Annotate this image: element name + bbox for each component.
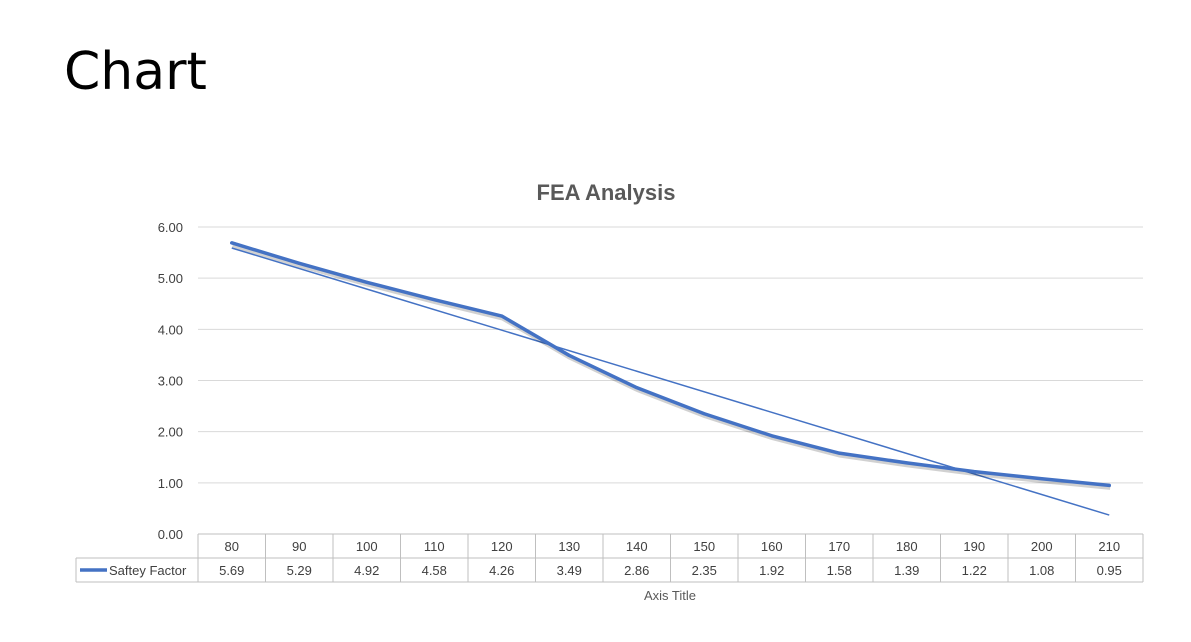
data-point (365, 280, 369, 284)
x-category-label: 130 (558, 539, 580, 554)
data-point (567, 353, 571, 357)
data-label: 0.95 (1097, 563, 1122, 578)
data-label: 1.39 (894, 563, 919, 578)
y-axis-ticks: 0.00 1.00 2.00 3.00 4.00 5.00 6.00 (158, 220, 183, 542)
y-tick-label: 1.00 (158, 476, 183, 491)
x-category-label: 90 (292, 539, 306, 554)
data-label: 4.92 (354, 563, 379, 578)
chart-title: FEA Analysis (537, 180, 676, 205)
data-label: 2.86 (624, 563, 649, 578)
data-label: 1.08 (1029, 563, 1054, 578)
data-point (972, 470, 976, 474)
x-category-label: 80 (225, 539, 239, 554)
data-label: 4.26 (489, 563, 514, 578)
data-label: 3.49 (557, 563, 582, 578)
y-tick-label: 5.00 (158, 271, 183, 286)
series-line (230, 241, 1111, 488)
gridlines (198, 226, 1143, 484)
data-point (500, 314, 504, 318)
x-category-label: 200 (1031, 539, 1053, 554)
data-label: 4.58 (422, 563, 447, 578)
data-point (837, 451, 841, 455)
data-label: 1.22 (962, 563, 987, 578)
series-layer (230, 241, 1111, 490)
x-category-label: 140 (626, 539, 648, 554)
data-table: 80 90 100 110 120 130 140 150 160 170 180 190 200 210… (75, 533, 1144, 583)
x-category-label: 210 (1098, 539, 1120, 554)
data-point (1107, 483, 1111, 487)
data-label: 5.69 (219, 563, 244, 578)
page-title: Chart (64, 42, 207, 102)
x-category-label: 170 (828, 539, 850, 554)
data-point (635, 386, 639, 390)
data-point (432, 298, 436, 302)
data-label: 1.58 (827, 563, 852, 578)
x-category-label: 150 (693, 539, 715, 554)
y-tick-label: 2.00 (158, 425, 183, 440)
x-category-label: 190 (963, 539, 985, 554)
legend-label: Saftey Factor (109, 563, 187, 578)
y-tick-label: 6.00 (158, 220, 183, 235)
data-label: 5.29 (287, 563, 312, 578)
y-tick-label: 4.00 (158, 322, 183, 337)
x-category-label: 120 (491, 539, 513, 554)
data-point (230, 241, 234, 245)
data-point (1040, 477, 1044, 481)
x-category-label: 180 (896, 539, 918, 554)
data-label: 2.35 (692, 563, 717, 578)
data-point (770, 434, 774, 438)
x-axis-title: Axis Title (644, 588, 696, 603)
x-category-label: 100 (356, 539, 378, 554)
x-category-label: 110 (424, 539, 445, 554)
y-tick-label: 0.00 (158, 527, 183, 542)
data-label: 1.92 (759, 563, 784, 578)
x-category-label: 160 (761, 539, 783, 554)
y-tick-label: 3.00 (158, 374, 183, 389)
data-point (702, 412, 706, 416)
data-point (905, 461, 909, 465)
data-point (297, 261, 301, 265)
